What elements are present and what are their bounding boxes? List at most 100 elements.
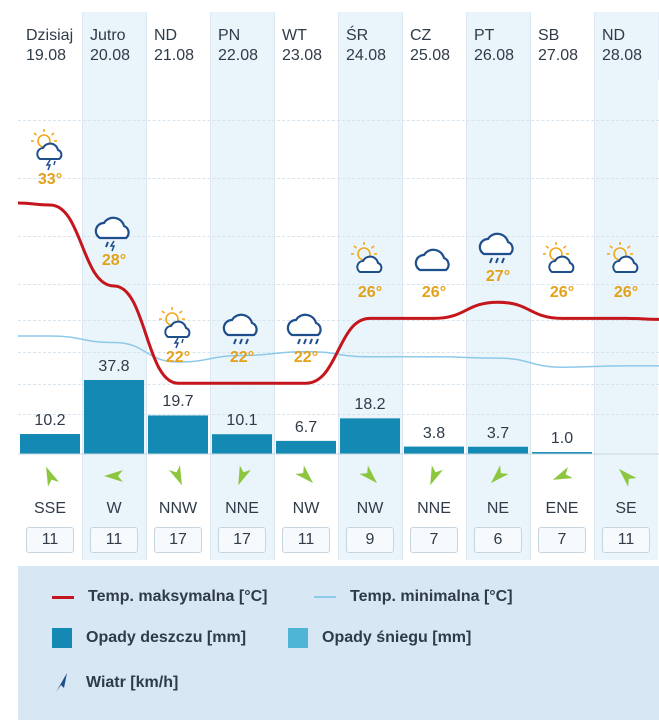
day-header[interactable]: ŚR 24.08 [338, 26, 402, 66]
wind-speed-box: 11 [282, 527, 330, 553]
day-date: 23.08 [282, 47, 323, 64]
wind-arrow-icon [52, 672, 72, 694]
wind-direction-arrow-icon [338, 464, 402, 494]
rain-value-label: 6.7 [294, 418, 318, 436]
rain-value-label: 1.0 [550, 430, 574, 448]
column-separator [210, 12, 211, 560]
day-name: SB [538, 27, 560, 44]
max-temp-label: 22° [165, 349, 191, 367]
day-header[interactable]: Jutro 20.08 [82, 26, 146, 66]
day-date: 20.08 [90, 47, 131, 64]
wind-direction-arrow-icon [18, 464, 82, 494]
day-column-bg [402, 12, 466, 560]
day-name: Jutro [90, 27, 126, 44]
day-name: WT [282, 27, 307, 44]
column-separator [594, 12, 595, 560]
rain-value-label: 37.8 [98, 358, 130, 375]
rain-bar[interactable] [212, 434, 272, 454]
day-header[interactable]: PN 22.08 [210, 26, 274, 66]
cloud-rain-icon [474, 222, 538, 270]
day-date: 26.08 [474, 47, 515, 64]
chart-legend: Temp. maksymalna [°C] Temp. minimalna [°… [18, 566, 659, 720]
legend-min-temp: Temp. minimalna [°C] [314, 588, 513, 606]
rain-value-label: 19.7 [162, 393, 194, 411]
day-header[interactable]: WT 23.08 [274, 26, 338, 66]
min-temp-line [18, 335, 659, 368]
column-separator [530, 12, 531, 560]
sun-cloud-storm-icon [26, 125, 90, 173]
wind-direction-label: NNE [417, 500, 451, 517]
cloud-heavy-rain-icon [282, 303, 346, 351]
day-header[interactable]: SB 27.08 [530, 26, 594, 66]
day-header[interactable]: PT 26.08 [466, 26, 530, 66]
legend-wind-label: Wiatr [km/h] [86, 674, 179, 691]
column-separator [402, 12, 403, 560]
rain-bar[interactable] [532, 452, 592, 454]
min-temp-line-swatch [314, 596, 336, 598]
wind-speed-box: 11 [26, 527, 74, 553]
max-temp-label: 26° [549, 284, 575, 302]
wind-direction-arrow-icon [530, 464, 594, 494]
rain-bar[interactable] [148, 415, 208, 454]
max-temp-label: 26° [357, 284, 383, 302]
max-temp-label: 27° [485, 268, 511, 286]
column-separator [338, 12, 339, 560]
day-column-bg [274, 12, 338, 560]
cloud-rain-icon [218, 303, 282, 351]
legend-snow-label: Opady śniegu [mm] [322, 629, 472, 646]
forecast-chart[interactable]: Dzisiaj 19.08 33° 10.2 SSE 11 Jutro 20.08 28° 37.… [18, 0, 659, 566]
day-header[interactable]: Dzisiaj 19.08 [18, 26, 82, 66]
sun-cloud-icon [346, 238, 410, 286]
wind-direction-arrow-icon [274, 464, 338, 494]
wind-speed-box: 11 [90, 527, 138, 553]
day-date: 21.08 [154, 47, 195, 64]
sun-cloud-icon [538, 238, 602, 286]
day-name: PN [218, 27, 241, 44]
wind-direction-arrow-icon [402, 464, 466, 494]
rain-bar[interactable] [468, 446, 528, 454]
rain-value-label: 10.2 [34, 412, 66, 430]
day-header[interactable]: ND 21.08 [146, 26, 210, 66]
grid-line [18, 178, 659, 179]
grid-line [18, 414, 659, 415]
day-date: 25.08 [410, 47, 451, 64]
wind-speed-box: 9 [346, 527, 394, 553]
sun-cloud-storm-icon [154, 303, 218, 351]
day-header[interactable]: CZ 25.08 [402, 26, 466, 66]
legend-wind: Wiatr [km/h] [52, 672, 178, 694]
day-name: Dzisiaj [26, 27, 74, 44]
legend-max-temp-label: Temp. maksymalna [°C] [88, 588, 268, 605]
rain-value-label: 3.7 [486, 424, 510, 442]
day-name: PT [474, 27, 495, 44]
rain-value-label: 3.8 [422, 424, 446, 442]
rain-bar[interactable] [340, 418, 400, 454]
max-temp-label: 28° [101, 252, 127, 269]
wind-direction-arrow-icon [210, 464, 274, 494]
sun-cloud-icon [602, 238, 659, 286]
grid-line [18, 120, 659, 121]
wind-direction-arrow-icon [82, 464, 146, 494]
day-date: 28.08 [602, 47, 643, 64]
day-name: ND [602, 27, 626, 44]
rain-swatch [52, 628, 72, 648]
rain-bar[interactable] [276, 440, 336, 454]
legend-max-temp: Temp. maksymalna [°C] [52, 588, 268, 606]
wind-direction-label: W [106, 500, 122, 517]
day-header[interactable]: ND 28.08 [594, 26, 658, 66]
max-temp-label: 33° [37, 171, 63, 188]
cloud-storm-icon [90, 206, 154, 254]
wind-direction-label: SSE [33, 500, 66, 517]
wind-direction-label: ENE [545, 500, 579, 517]
day-column-bg [530, 12, 594, 560]
day-column-bg [18, 12, 82, 560]
day-date: 27.08 [538, 47, 579, 64]
day-date: 19.08 [26, 47, 67, 64]
day-column-bg [594, 12, 658, 560]
wind-speed-box: 7 [410, 527, 458, 553]
wind-direction-arrow-icon [466, 464, 530, 494]
rain-bar[interactable] [404, 446, 464, 454]
rain-bar[interactable] [84, 380, 144, 454]
rain-bar[interactable] [20, 434, 80, 454]
column-separator [146, 12, 147, 560]
rain-value-label: 18.2 [354, 396, 386, 414]
